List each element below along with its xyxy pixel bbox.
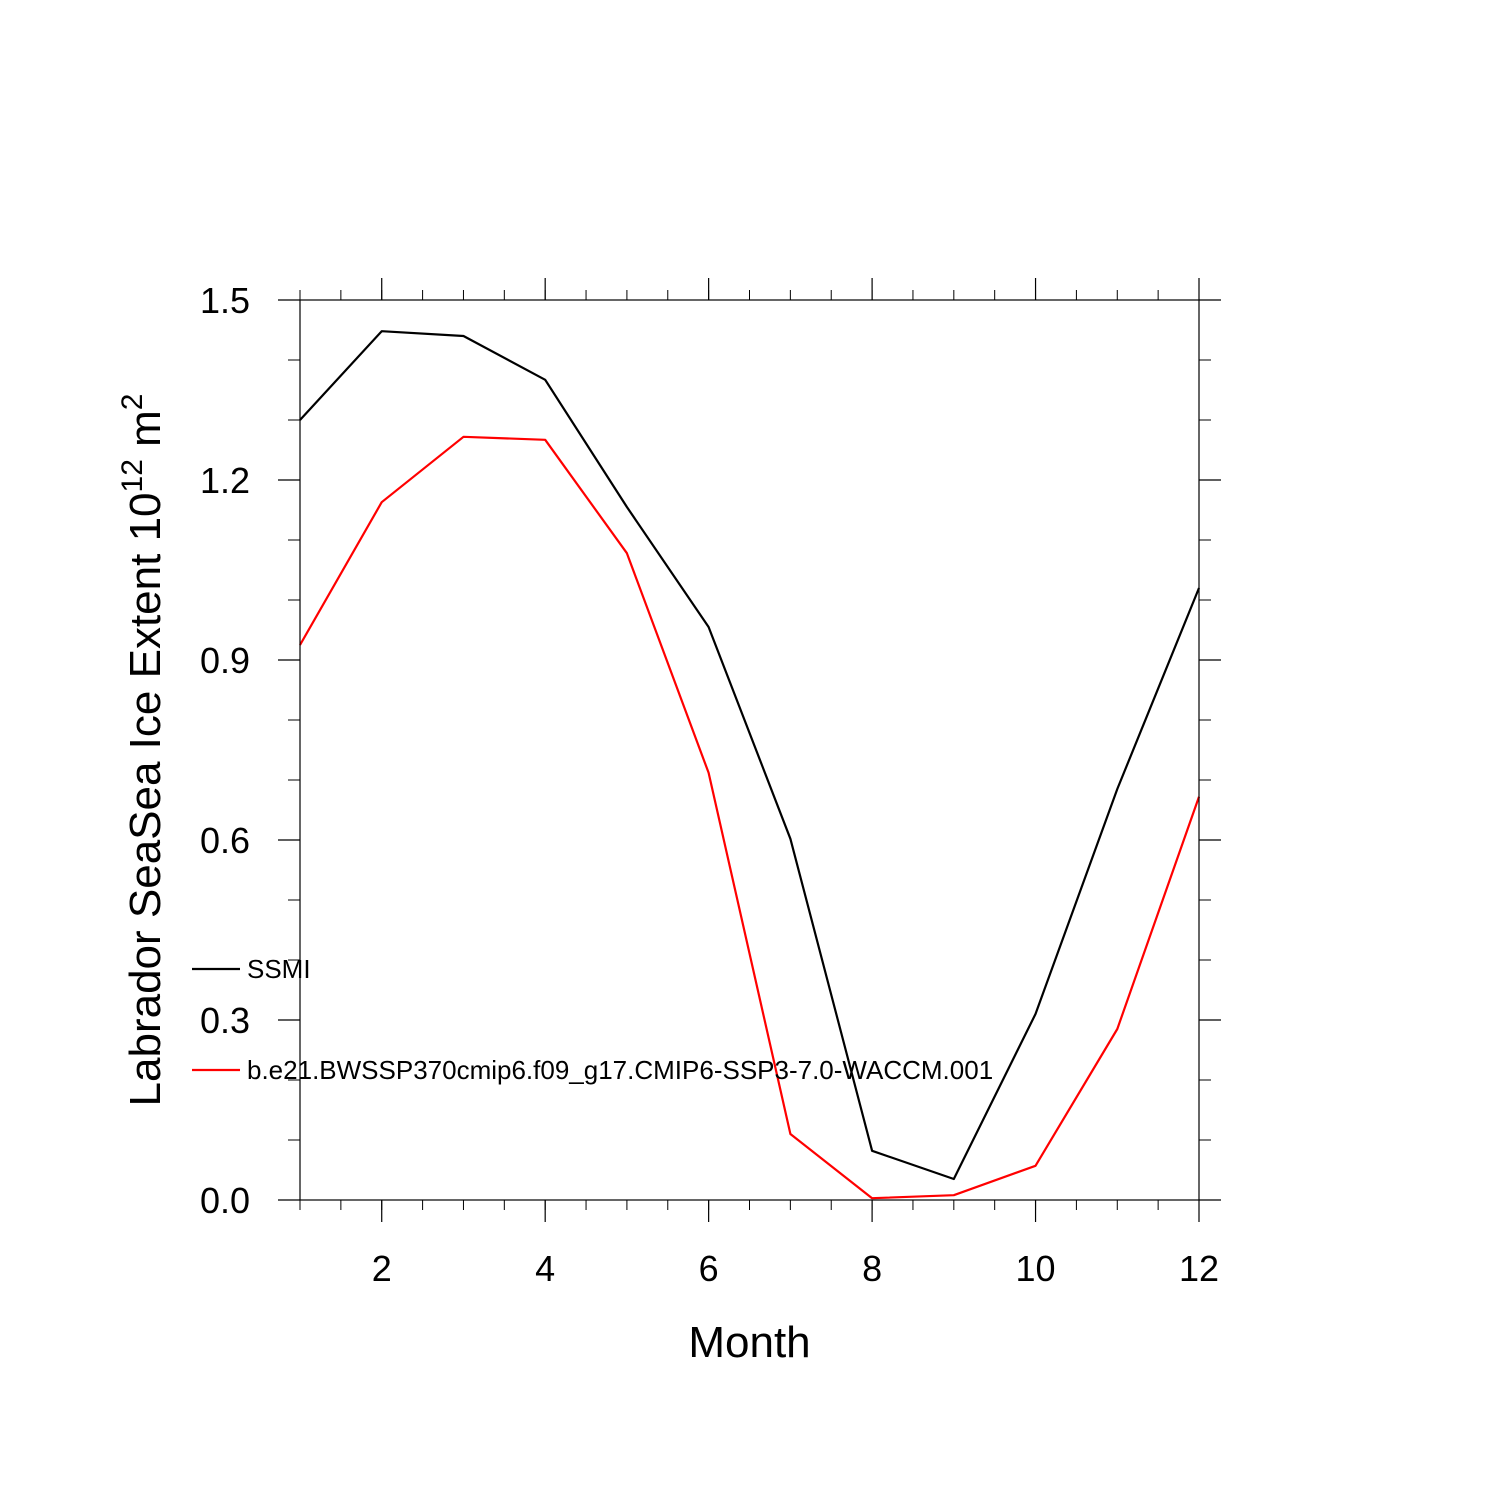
y-tick-label: 1.5 bbox=[200, 280, 250, 321]
legend-label: b.e21.BWSSP370cmip6.f09_g17.CMIP6-SSP3-7… bbox=[247, 1055, 993, 1085]
y-axis-title-unit-exponent: 2 bbox=[116, 394, 149, 411]
x-tick-label: 10 bbox=[1016, 1248, 1056, 1289]
x-tick-label: 8 bbox=[862, 1248, 882, 1289]
series-lines bbox=[299, 330, 1201, 1200]
x-tick-label: 2 bbox=[372, 1248, 392, 1289]
x-tick-label: 6 bbox=[699, 1248, 719, 1289]
legend-label: SSMI bbox=[247, 954, 311, 984]
y-axis-title: Labrador SeaSea Ice Extent 1012 m2 bbox=[116, 394, 170, 1107]
x-tick-labels: 2 4 6 8 10 12 bbox=[372, 1248, 1219, 1289]
y-tick-label: 0.9 bbox=[200, 640, 250, 681]
series-line-1 bbox=[299, 330, 1201, 1181]
x-tick-label: 4 bbox=[535, 1248, 555, 1289]
x-axis-title: Month bbox=[688, 1318, 810, 1367]
plot-frame bbox=[299, 299, 1200, 1201]
y-tick-label: 0.0 bbox=[200, 1180, 250, 1221]
y-axis-title-unit: m bbox=[121, 410, 170, 447]
y-tick-label: 1.2 bbox=[200, 460, 250, 501]
y-axis-title-main: Labrador SeaSea Ice Extent 10 bbox=[121, 492, 170, 1106]
x-tick-label: 12 bbox=[1179, 1248, 1219, 1289]
y-tick-labels: 0.0 0.3 0.6 0.9 1.2 1.5 bbox=[200, 280, 250, 1221]
major-ticks bbox=[278, 278, 1221, 1222]
y-tick-label: 0.3 bbox=[200, 1000, 250, 1041]
y-axis-title-space bbox=[121, 447, 170, 459]
y-axis-title-exponent: 12 bbox=[116, 459, 149, 492]
legend: SSMI b.e21.BWSSP370cmip6.f09_g17.CMIP6-SS… bbox=[192, 954, 993, 1085]
y-tick-label: 0.6 bbox=[200, 820, 250, 861]
series-line-2 bbox=[299, 435, 1201, 1200]
